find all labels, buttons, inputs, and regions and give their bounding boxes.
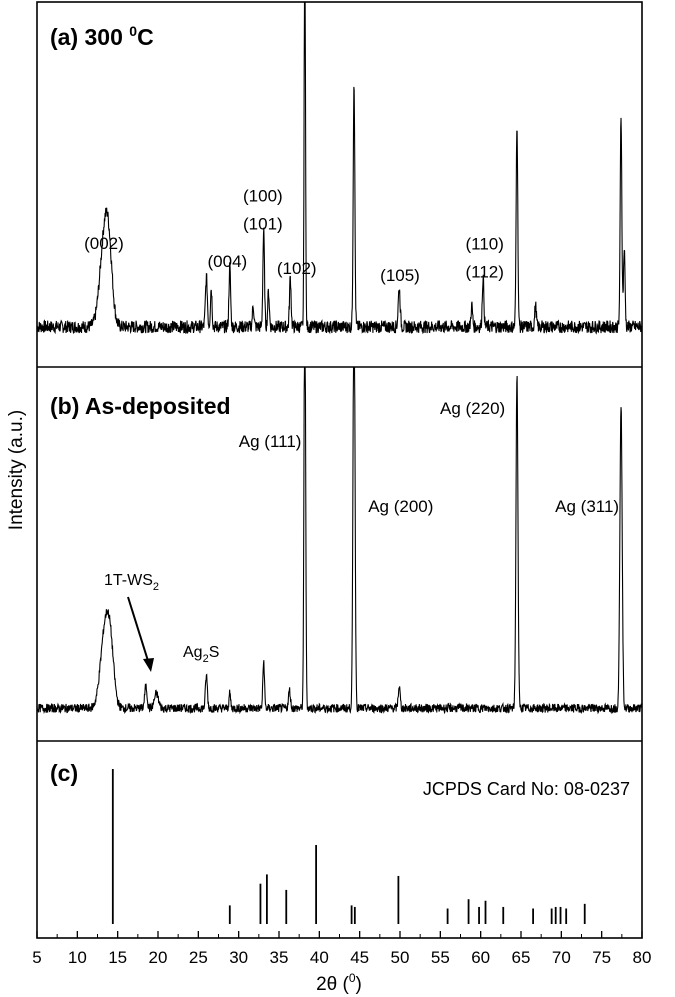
x-tick-label-5: 5 [32, 948, 41, 967]
reference-lines [111, 769, 586, 924]
peak-annotation-b-3-0: Ag (311) [555, 497, 619, 516]
ag2s-label: Ag2S [183, 644, 219, 665]
peak-annotation-b-1-0: Ag (200) [368, 497, 433, 516]
y-axis-label: Intensity (a.u.) [6, 410, 27, 530]
x-tick-label-20: 20 [149, 948, 168, 967]
panel-b-label: (b) As-deposited [50, 393, 231, 419]
ws2-arrow [127, 596, 154, 672]
x-axis-label: 2θ (0) [316, 971, 362, 995]
x-tick-label-10: 10 [68, 948, 87, 967]
peak-annotation-a-1-0: (004) [208, 252, 248, 271]
x-axis-ticks: 5 10 15 20 25 30 35 40 45 50 55 60 65 70 75 80 [32, 931, 651, 967]
peak-annotation-a-4-0: (105) [380, 266, 420, 285]
ws2-label: 1T-WS2 [104, 572, 159, 593]
x-tick-label-80: 80 [633, 948, 652, 967]
peak-annotation-a-5-0: (110) [465, 234, 503, 253]
x-tick-label-40: 40 [310, 948, 329, 967]
peak-annotation-b-0-0: Ag (111) [239, 432, 302, 451]
peak-annotation-a-2-1: (101) [243, 215, 283, 234]
x-tick-label-25: 25 [189, 948, 208, 967]
peak-annotation-a-5-1: (112) [465, 262, 503, 281]
diffraction-traces [36, 1, 643, 715]
xrd-trace-b [36, 366, 643, 715]
x-tick-label-35: 35 [270, 948, 289, 967]
x-tick-label-55: 55 [431, 948, 450, 967]
x-tick-label-75: 75 [592, 948, 611, 967]
peak-annotation-a-0-0: (002) [84, 234, 124, 253]
x-tick-label-70: 70 [552, 948, 571, 967]
x-tick-label-15: 15 [108, 948, 127, 967]
peak-annotations: (002) (004) (100) (101) (102) (105) (110) (112)… [84, 187, 619, 517]
peak-annotation-b-2-0: Ag (220) [440, 399, 505, 418]
panel-a-label: (a) 300 0C [50, 23, 154, 50]
peak-annotation-a-2-0: (100) [243, 187, 283, 206]
jcpds-card-label: JCPDS Card No: 08-0237 [423, 779, 630, 799]
x-tick-label-45: 45 [350, 948, 369, 967]
peak-annotation-a-3-0: (102) [277, 259, 317, 278]
panel-c-label: (c) [50, 760, 78, 786]
x-tick-label-65: 65 [512, 948, 531, 967]
x-tick-label-60: 60 [471, 948, 490, 967]
x-tick-label-50: 50 [391, 948, 410, 967]
x-tick-label-30: 30 [229, 948, 248, 967]
xrd-trace-a [36, 1, 643, 335]
